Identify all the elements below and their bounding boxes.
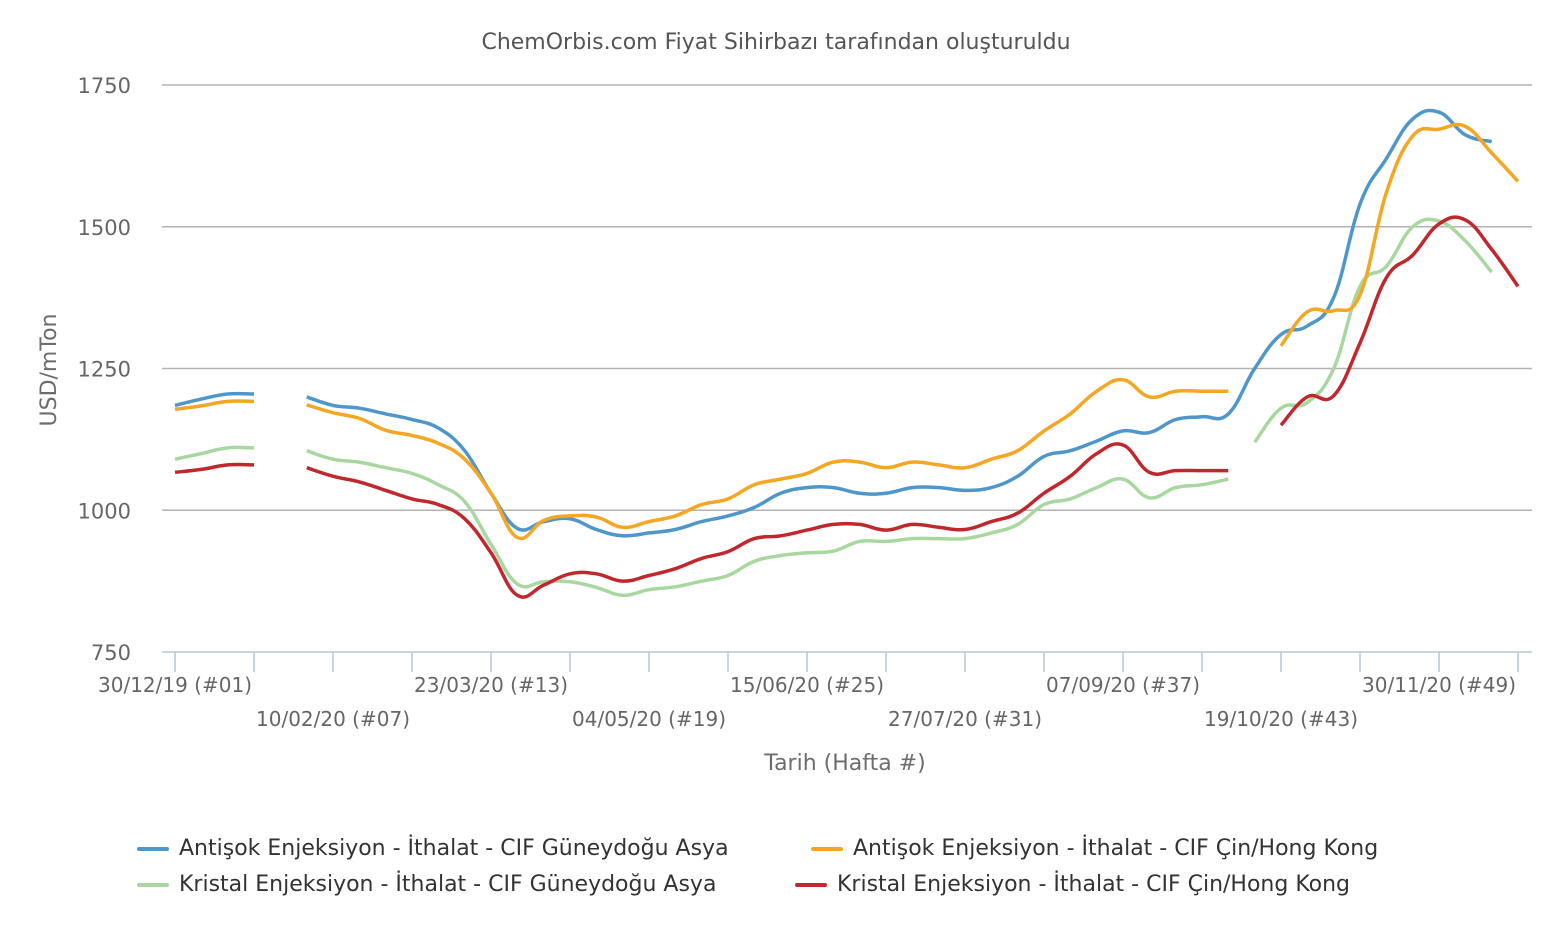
series-line — [174, 122, 1520, 541]
series-segment — [174, 445, 255, 461]
x-tick-label: 10/02/20 (#07) — [256, 707, 410, 731]
x-tick-label: 04/05/20 (#19) — [572, 707, 726, 731]
y-tick-label: 1500 — [78, 216, 131, 240]
series-layer — [174, 108, 1520, 599]
series-segment — [306, 377, 1229, 541]
y-tick-label: 750 — [91, 641, 131, 665]
series-segment — [306, 108, 1493, 538]
axes: 750 1000 1250 1500 1750 30/12/19 (#01)10/02/2… — [78, 74, 1532, 731]
x-tick-label: 19/10/20 (#43) — [1204, 707, 1358, 731]
series-segment — [1279, 215, 1520, 427]
series-segment — [174, 391, 255, 408]
series-segment — [174, 462, 255, 475]
series-line — [174, 108, 1493, 538]
chart-title: ChemOrbis.com Fiyat Sihirbazı tarafından… — [481, 30, 1070, 55]
x-tick-label: 30/12/19 (#01) — [98, 673, 252, 697]
x-tick-label: 27/07/20 (#31) — [888, 707, 1042, 731]
x-axis-title: Tarih (Hafta #) — [763, 751, 925, 776]
y-tick-label: 1250 — [78, 358, 131, 382]
gridlines — [162, 84, 1532, 511]
x-tick-label: 15/06/20 (#25) — [730, 673, 884, 697]
series-line — [174, 215, 1520, 599]
x-tick-label: 23/03/20 (#13) — [414, 673, 568, 697]
x-tick-label: 30/11/20 (#49) — [1362, 673, 1516, 697]
series-segment — [306, 449, 1229, 598]
series-segment — [1279, 122, 1520, 347]
y-axis-title: USD/mTon — [37, 314, 62, 427]
series-segment — [306, 442, 1229, 599]
series-segment — [174, 399, 255, 412]
y-tick-label: 1750 — [78, 74, 131, 98]
y-tick-label: 1000 — [78, 499, 131, 523]
x-tick-label: 07/09/20 (#37) — [1046, 673, 1200, 697]
